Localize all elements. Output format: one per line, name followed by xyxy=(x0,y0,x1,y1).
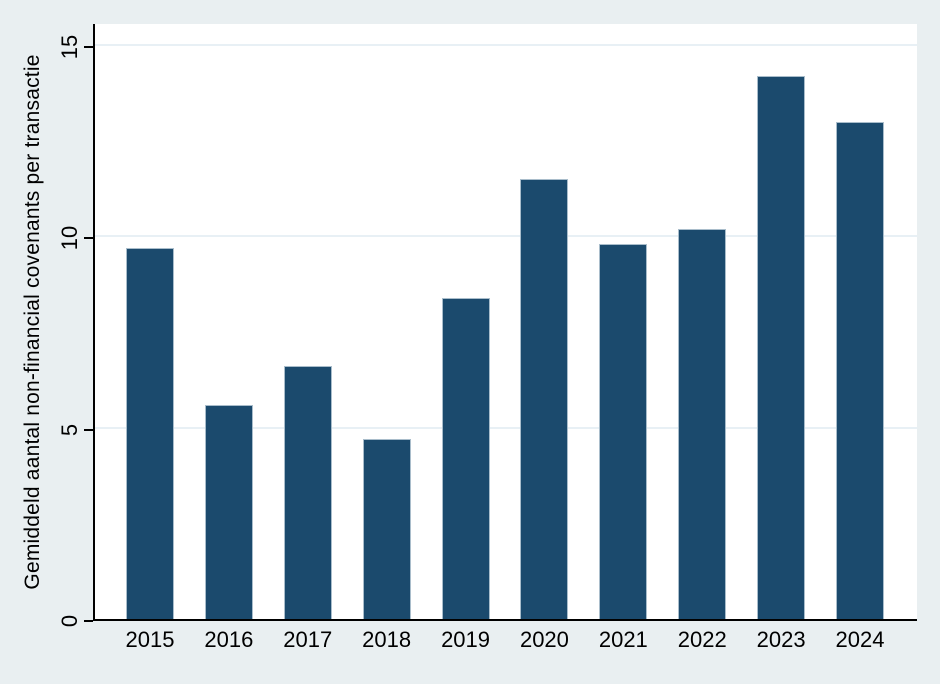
x-tick-label-2017: 2017 xyxy=(283,627,333,652)
x-tick-label-2024: 2024 xyxy=(835,627,885,652)
x-tick-label-2016: 2016 xyxy=(204,627,254,652)
y-tick-label-15: 15 xyxy=(57,34,82,60)
x-tick-label-2021: 2021 xyxy=(598,627,648,652)
y-tick-15 xyxy=(84,45,93,48)
bar-2022 xyxy=(678,228,727,619)
y-tick-label-10: 10 xyxy=(57,226,82,251)
bar-2020 xyxy=(520,178,569,619)
bar-2024 xyxy=(836,121,884,619)
y-tick-label-0: 0 xyxy=(57,614,82,628)
y-tick-0 xyxy=(84,620,93,622)
gridline-y5 xyxy=(95,426,917,429)
y-tick-5 xyxy=(84,428,93,431)
plot-area xyxy=(93,24,917,621)
x-tick-label-2023: 2023 xyxy=(756,627,806,652)
bar-2019 xyxy=(441,297,490,619)
bar-2021 xyxy=(599,243,648,619)
x-tick-label-2022: 2022 xyxy=(677,627,727,652)
gridline-y10 xyxy=(95,235,917,238)
bar-2023 xyxy=(757,75,806,619)
x-tick-label-2019: 2019 xyxy=(441,627,491,652)
bar-2015 xyxy=(126,247,174,619)
x-tick-label-2020: 2020 xyxy=(519,627,569,652)
y-tick-10 xyxy=(84,237,93,240)
x-tick-label-2018: 2018 xyxy=(362,627,412,652)
x-tick-label-2015: 2015 xyxy=(125,627,175,652)
bar-2016 xyxy=(204,404,253,619)
y-tick-label-5: 5 xyxy=(57,423,82,436)
y-axis-title: Gemiddeld aantal non-financial covenants… xyxy=(21,54,44,590)
bar-2017 xyxy=(283,366,332,619)
gridline-y15 xyxy=(95,43,917,46)
bar-2018 xyxy=(362,439,411,619)
